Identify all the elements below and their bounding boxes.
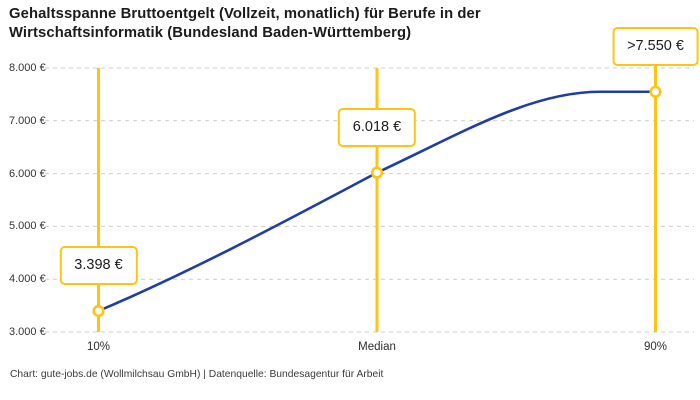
y-tick-label: 4.000 € <box>9 273 46 286</box>
y-tick-label: 5.000 € <box>9 220 46 233</box>
x-tick-label-Median: Median <box>358 341 396 353</box>
chart-title: Gehaltsspanne Bruttoentgelt (Vollzeit, m… <box>9 5 481 43</box>
y-tick-label: 7.000 € <box>9 114 46 127</box>
value-annotation-10%: 3.398 € <box>59 245 138 285</box>
y-tick-label: 3.000 € <box>9 326 46 338</box>
y-tick-label: 6.000 € <box>9 167 46 180</box>
x-tick-label-90%: 90% <box>643 341 668 353</box>
chart-title-line1: Gehaltsspanne Bruttoentgelt (Vollzeit, m… <box>9 6 481 22</box>
data-point-marker <box>649 85 662 98</box>
value-annotation-90%: >7.550 € <box>612 26 699 66</box>
x-tick-label-10%: 10% <box>86 341 111 353</box>
data-point-marker <box>370 166 384 179</box>
data-point-marker <box>92 304 105 318</box>
chart-title-line2: Wirtschaftsinformatik (Bundesland Baden-… <box>9 25 412 41</box>
value-annotation-Median: 6.018 € <box>337 107 417 147</box>
y-tick-label: 8.000 € <box>9 62 46 74</box>
chart-footer: Chart: gute-jobs.de (Wollmilchsau GmbH) … <box>10 369 384 380</box>
